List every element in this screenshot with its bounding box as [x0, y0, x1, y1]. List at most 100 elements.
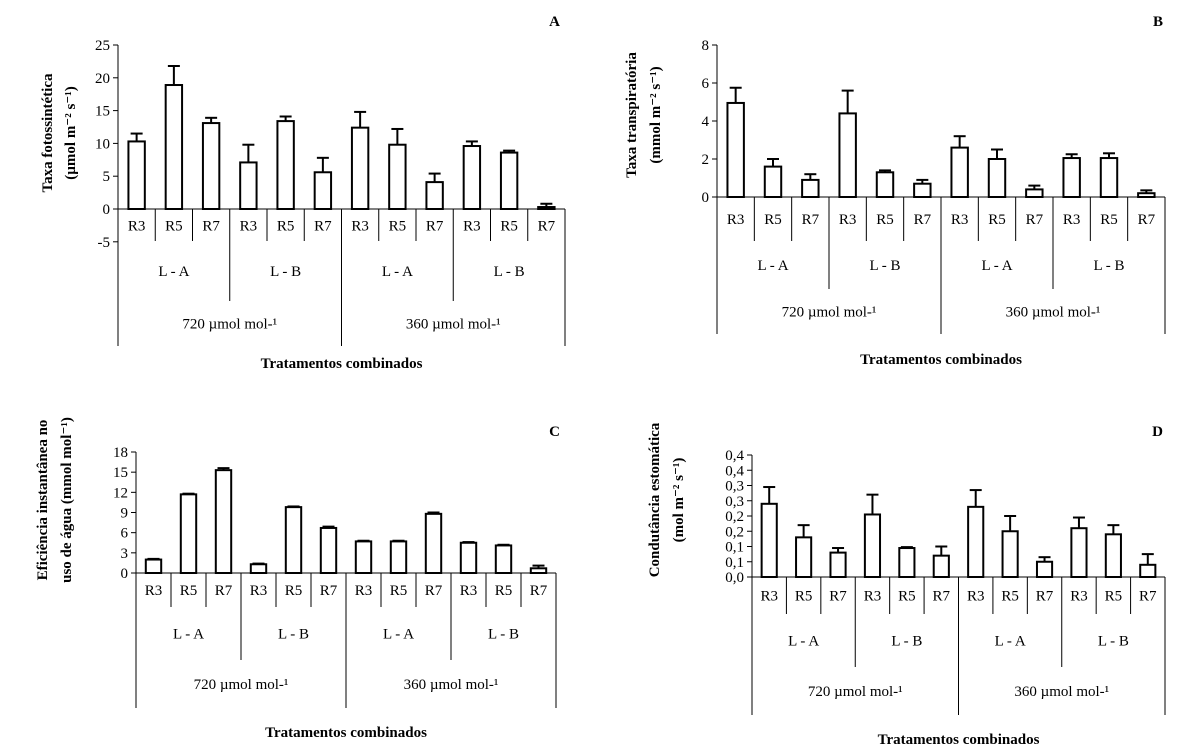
category-label: R5 — [389, 218, 407, 234]
bar — [987, 158, 1007, 198]
y-tick-label: 0 — [103, 202, 111, 218]
category-label: R5 — [898, 589, 916, 605]
category-label: R7 — [530, 583, 548, 599]
category-label: R3 — [951, 212, 969, 228]
bar — [127, 140, 146, 211]
y-tick-label: 0,2 — [725, 524, 744, 540]
panel-label: A — [549, 14, 560, 30]
y-tick-label: 0,4 — [725, 463, 744, 479]
bar — [1035, 560, 1054, 578]
bar — [1062, 157, 1081, 199]
category-label: R5 — [495, 583, 513, 599]
bar — [537, 206, 556, 210]
category-label: R3 — [128, 218, 146, 234]
category-label: R5 — [795, 589, 813, 605]
bar — [1001, 530, 1019, 578]
light-group-label: L - A — [757, 258, 788, 274]
y-axis-label-line2: (mol m⁻² s⁻¹) — [671, 458, 687, 543]
bar — [499, 151, 519, 210]
light-group-label: L - B — [891, 634, 922, 650]
bar — [950, 146, 969, 199]
co2-group-label: 360 µmol mol-¹ — [1006, 305, 1101, 321]
bar — [164, 84, 184, 210]
category-label: R3 — [760, 589, 778, 605]
light-group-label: L - B — [1098, 634, 1129, 650]
light-group-label: L - A — [788, 634, 819, 650]
y-axis-label-line1: Condutância estomática — [647, 422, 663, 577]
light-group-label: L - A — [173, 627, 204, 643]
bar — [350, 126, 370, 210]
category-label: R5 — [1100, 212, 1118, 228]
category-label: R7 — [1026, 212, 1044, 228]
category-label: R3 — [460, 583, 478, 599]
category-label: R7 — [914, 212, 932, 228]
bar — [239, 161, 258, 210]
y-tick-label: 10 — [95, 136, 110, 152]
x-axis-label: Tratamentos combinados — [261, 356, 423, 372]
bar — [863, 513, 882, 578]
light-group-label: L - B — [494, 264, 525, 280]
bar — [313, 171, 333, 211]
bar — [838, 112, 857, 198]
bar — [898, 547, 916, 579]
y-axis-label-line1: Eficiência instantânea no — [35, 420, 51, 581]
category-label: R3 — [1063, 212, 1081, 228]
category-label: R5 — [180, 583, 198, 599]
bar — [144, 558, 163, 574]
category-label: R7 — [320, 583, 338, 599]
co2-group-label: 360 µmol mol-¹ — [1014, 684, 1109, 700]
light-group-label: L - B — [488, 627, 519, 643]
bar — [388, 143, 407, 211]
co2-group-label: 720 µmol mol-¹ — [808, 684, 903, 700]
category-label: R7 — [1036, 589, 1054, 605]
light-group-label: L - B — [869, 258, 900, 274]
co2-group-label: 720 µmol mol-¹ — [782, 305, 877, 321]
y-tick-label: 18 — [113, 445, 128, 461]
bar — [179, 493, 198, 575]
bar — [932, 554, 950, 579]
y-tick-label: 3 — [121, 546, 129, 562]
category-label: R3 — [864, 589, 882, 605]
category-label: R7 — [1138, 212, 1156, 228]
bar — [829, 551, 847, 578]
bar — [529, 567, 548, 574]
y-tick-label: 5 — [103, 169, 111, 185]
light-group-label: L - B — [1093, 258, 1124, 274]
category-label: R7 — [1139, 589, 1157, 605]
light-group-label: L - A — [995, 634, 1026, 650]
category-label: R7 — [202, 218, 220, 234]
y-tick-label: 25 — [95, 38, 110, 54]
category-label: R7 — [802, 212, 820, 228]
category-label: R7 — [426, 218, 444, 234]
panel-label: B — [1153, 14, 1163, 30]
co2-group-label: 360 µmol mol-¹ — [406, 317, 501, 333]
bar — [425, 181, 444, 211]
y-tick-label: 0,4 — [725, 448, 744, 464]
bar — [1104, 533, 1122, 578]
light-group-label: L - A — [158, 264, 189, 280]
light-group-label: L - A — [981, 258, 1012, 274]
y-tick-label: 2 — [702, 152, 710, 168]
y-axis-label-line2: (µmol m⁻² s⁻¹) — [63, 86, 79, 179]
y-tick-label: 0,0 — [725, 570, 744, 586]
category-label: R7 — [314, 218, 332, 234]
bar — [1137, 192, 1156, 198]
co2-group-label: 360 µmol mol-¹ — [404, 677, 499, 693]
category-label: R3 — [351, 218, 369, 234]
y-tick-label: 0,3 — [725, 494, 744, 510]
category-label: R5 — [1001, 589, 1019, 605]
category-label: R5 — [277, 218, 295, 234]
y-tick-label: 4 — [702, 114, 710, 130]
category-label: R3 — [1070, 589, 1088, 605]
category-label: R5 — [500, 218, 518, 234]
y-tick-label: 20 — [95, 71, 110, 87]
y-tick-label: 12 — [113, 485, 128, 501]
x-axis-label: Tratamentos combinados — [265, 725, 427, 741]
bar — [276, 120, 295, 210]
y-tick-label: 0 — [702, 190, 710, 206]
category-label: R7 — [933, 589, 951, 605]
co2-group-label: 720 µmol mol-¹ — [182, 317, 277, 333]
bar — [214, 469, 233, 574]
bar — [319, 526, 338, 575]
category-label: R3 — [355, 583, 373, 599]
